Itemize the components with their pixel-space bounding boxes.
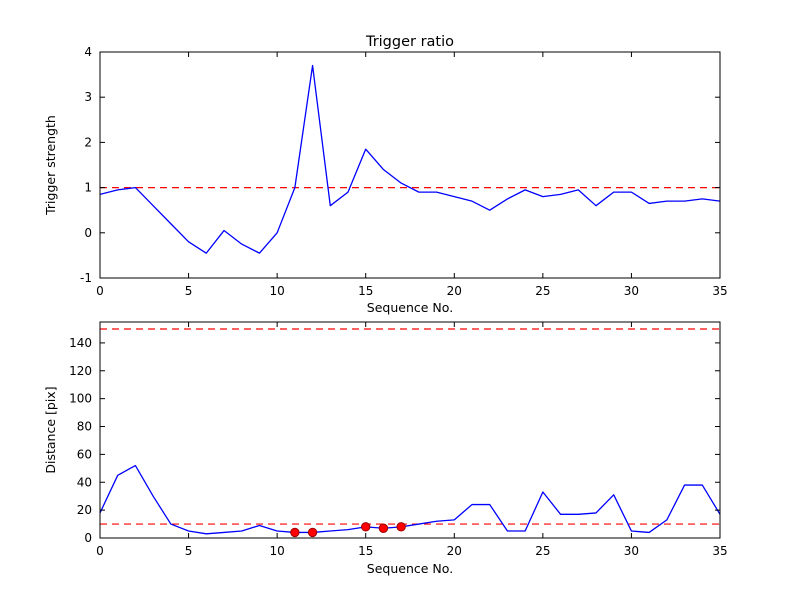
y-tick-label: 60 bbox=[77, 447, 92, 461]
axes-frame bbox=[99, 51, 721, 279]
series-line-trigger-strength bbox=[99, 64, 721, 254]
bottom-x-axis-label: Sequence No. bbox=[367, 561, 453, 576]
y-tick-label: -1 bbox=[80, 271, 92, 285]
x-tick-label: 30 bbox=[624, 544, 639, 558]
x-tick-label: 25 bbox=[535, 284, 550, 298]
axes-frame bbox=[99, 321, 721, 539]
x-tick-label: 0 bbox=[96, 544, 104, 558]
x-tick-label: 20 bbox=[447, 544, 462, 558]
bottom-subplot: 0 5 10 15 20 25 30 35 0 20 40 60 80 100 120 140 bbox=[69, 321, 728, 558]
top-chart-title: Trigger ratio bbox=[365, 34, 454, 50]
x-tick-label: 30 bbox=[624, 284, 639, 298]
top-subplot: 0 5 10 15 20 25 30 35 -1 0 1 2 3 4 bbox=[80, 45, 728, 298]
event-marker bbox=[307, 527, 318, 538]
x-tick-label: 15 bbox=[358, 284, 373, 298]
y-tick-label: 0 bbox=[84, 531, 92, 545]
top-x-axis-label: Sequence No. bbox=[367, 300, 453, 315]
bottom-y-axis-label: Distance [pix] bbox=[43, 386, 58, 473]
y-tick-label: 4 bbox=[84, 45, 92, 59]
y-tick-label: 2 bbox=[84, 135, 92, 149]
top-y-axis-label: Trigger strength bbox=[43, 115, 58, 216]
y-tick-label: 80 bbox=[77, 420, 92, 434]
y-tick-label: 100 bbox=[69, 392, 92, 406]
y-tick-label: 0 bbox=[84, 226, 92, 240]
x-tick-label: 10 bbox=[270, 284, 285, 298]
x-tick-label: 35 bbox=[712, 284, 727, 298]
x-tick-label: 5 bbox=[185, 284, 193, 298]
event-marker bbox=[290, 527, 300, 538]
event-marker bbox=[361, 522, 371, 532]
x-tick-label: 15 bbox=[358, 544, 373, 558]
x-tick-label: 5 bbox=[185, 544, 193, 558]
x-tick-label: 35 bbox=[712, 544, 727, 558]
event-marker bbox=[396, 522, 406, 532]
series-line-distance-pix bbox=[99, 464, 721, 535]
event-marker bbox=[378, 523, 389, 533]
y-tick-label: 40 bbox=[77, 475, 92, 489]
x-tick-label: 25 bbox=[535, 544, 550, 558]
y-tick-label: 120 bbox=[69, 364, 92, 378]
x-tick-label: 20 bbox=[447, 284, 462, 298]
y-tick-label: 1 bbox=[84, 181, 92, 195]
x-tick-label: 0 bbox=[96, 284, 104, 298]
y-tick-label: 20 bbox=[77, 503, 92, 517]
x-tick-label: 10 bbox=[270, 544, 285, 558]
y-tick-label: 140 bbox=[69, 336, 92, 350]
y-tick-label: 3 bbox=[84, 90, 92, 104]
